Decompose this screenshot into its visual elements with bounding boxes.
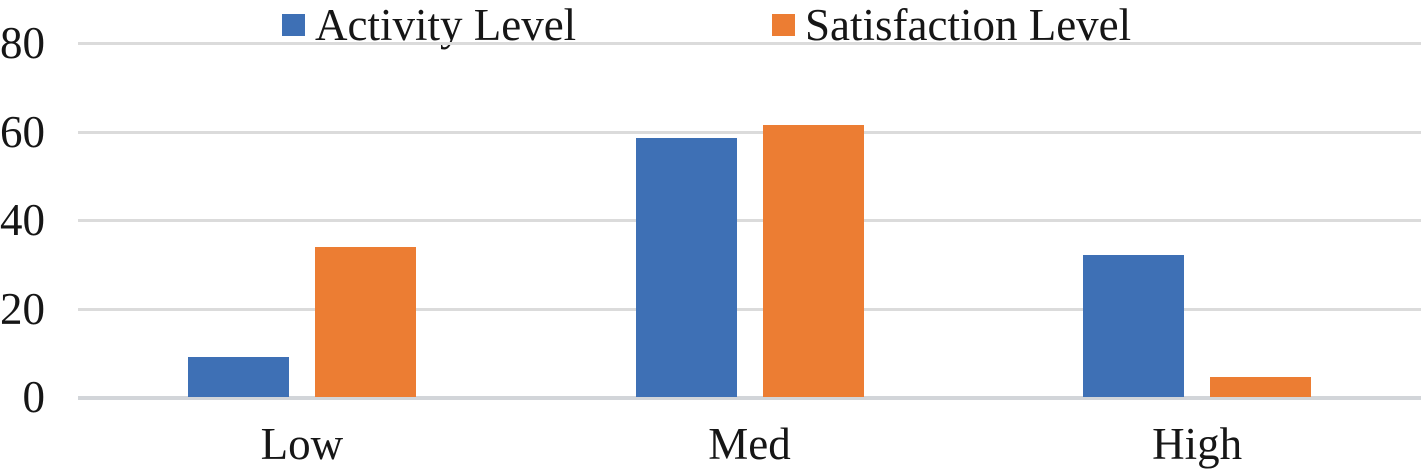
bar-activity-level-med bbox=[635, 138, 737, 397]
legend-item-activity-level: Activity Level bbox=[282, 0, 576, 50]
legend-label-activity-level: Activity Level bbox=[315, 0, 577, 50]
gridline-y-20 bbox=[78, 307, 1421, 311]
x-axis-category-label-low: Low bbox=[260, 419, 344, 469]
gridline-y-80 bbox=[78, 42, 1421, 45]
y-axis-tick-label-60: 60 bbox=[0, 106, 45, 157]
y-axis-tick-label-0: 0 bbox=[22, 372, 46, 422]
legend-item-satisfaction-level: Satisfaction Level bbox=[772, 0, 1131, 50]
y-axis-tick-label-80: 80 bbox=[0, 18, 45, 68]
gridline-y-40 bbox=[78, 219, 1421, 222]
gridline-y-60 bbox=[78, 130, 1421, 134]
y-axis-tick-label-20: 20 bbox=[0, 283, 45, 334]
bar-activity-level-low bbox=[187, 357, 289, 397]
legend-swatch-activity-level bbox=[282, 14, 305, 36]
legend-swatch-satisfaction-level bbox=[772, 14, 795, 36]
bar-satisfaction-level-med bbox=[762, 124, 864, 397]
x-axis-category-label-med: Med bbox=[708, 419, 791, 469]
bar-satisfaction-level-low bbox=[314, 246, 416, 397]
bar-activity-level-high bbox=[1083, 255, 1185, 397]
gridline-y-0 bbox=[78, 396, 1421, 400]
legend-label-satisfaction-level: Satisfaction Level bbox=[805, 0, 1132, 50]
bar-satisfaction-level-high bbox=[1210, 377, 1312, 397]
y-axis-tick-label-40: 40 bbox=[0, 195, 45, 245]
x-axis-category-label-high: High bbox=[1152, 419, 1243, 469]
